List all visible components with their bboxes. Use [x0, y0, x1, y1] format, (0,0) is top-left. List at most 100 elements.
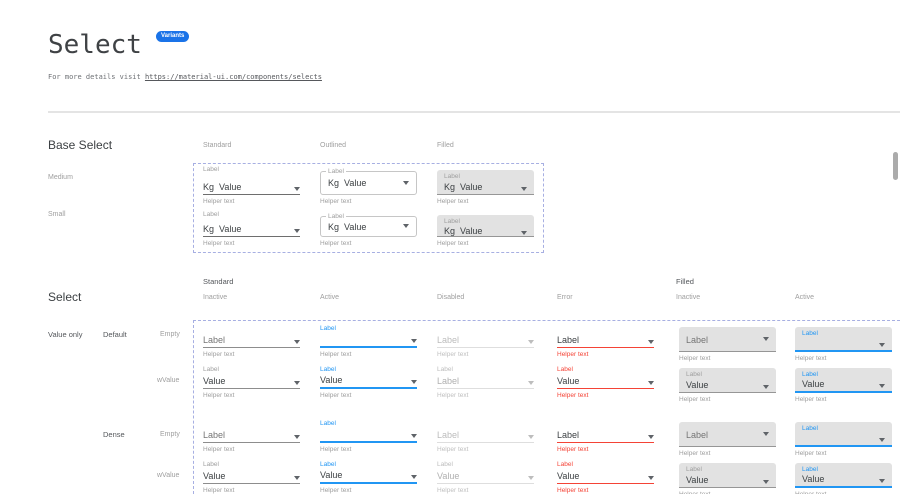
select-heading: Select — [48, 290, 82, 304]
group-standard: Standard — [203, 277, 234, 286]
dropdown-arrow-icon — [648, 381, 654, 385]
dropdown-arrow-icon — [521, 187, 527, 191]
select-filled-inactive-wvalue-dense[interactable]: Label Value Helper text — [679, 461, 776, 494]
select-placeholder: Label — [203, 430, 226, 440]
select-filled-active-wvalue[interactable]: Label Value Helper text — [795, 366, 892, 404]
base-select-standard-medium[interactable]: Label Kg Value Helper text — [203, 166, 300, 206]
page-title: Select — [48, 30, 142, 60]
select-value: Value — [802, 379, 825, 389]
helper-text: Helper text — [320, 198, 352, 205]
select-value: Value — [802, 474, 825, 484]
select-value: Value — [686, 380, 709, 390]
helper-text: Helper text — [203, 351, 235, 358]
row-empty-dense: Empty — [160, 431, 180, 438]
select-label: Label — [802, 330, 818, 337]
select-label: Label — [203, 461, 219, 468]
helper-text: Helper text — [795, 355, 827, 362]
dropdown-arrow-icon — [648, 435, 654, 439]
helper-text: Helper text — [679, 491, 776, 494]
select-label: Label — [203, 211, 219, 218]
select-label: Label — [437, 461, 453, 468]
select-placeholder: Label — [203, 335, 226, 345]
dropdown-arrow-icon — [403, 224, 409, 228]
helper-text: Helper text — [679, 355, 711, 362]
select-standard-active-wvalue[interactable]: Label Value Helper text — [320, 366, 417, 400]
select-standard-error-wvalue[interactable]: Label Value Helper text — [557, 366, 654, 400]
helper-text: Helper text — [557, 351, 589, 358]
row-default: Default — [103, 330, 127, 339]
helper-text: Helper text — [437, 198, 469, 205]
select-standard-error-empty[interactable]: Label Helper text — [557, 325, 654, 359]
state-error: Error — [557, 294, 573, 301]
base-select-outlined-medium[interactable]: Label Kg Value Helper text — [320, 166, 417, 206]
select-filled-active-empty-dense[interactable]: Label Helper text — [795, 420, 892, 458]
helper-text: Helper text — [679, 450, 711, 457]
base-col-filled: Filled — [437, 142, 454, 149]
select-label: Label — [320, 420, 336, 427]
select-standard-inactive-empty-dense[interactable]: Label Helper text — [203, 420, 300, 454]
row-wvalue-default: wValue — [157, 377, 180, 384]
select-label: Label — [326, 213, 346, 221]
select-label: Label — [437, 366, 453, 373]
header-divider — [48, 111, 900, 113]
select-standard-active-empty-dense[interactable]: Label Helper text — [320, 420, 417, 454]
base-select-outlined-small[interactable]: Label Kg Value Helper text — [320, 211, 417, 248]
select-standard-active-empty[interactable]: Label Helper text — [320, 325, 417, 359]
dropdown-arrow-icon — [411, 434, 417, 438]
dropdown-arrow-icon — [528, 476, 534, 480]
select-value: Value — [557, 376, 580, 386]
state-inactive: Inactive — [203, 294, 228, 301]
state-disabled: Disabled — [437, 294, 465, 301]
base-select-filled-small[interactable]: Label Kg Value Helper text — [437, 211, 534, 248]
select-filled-inactive-empty[interactable]: Label Helper text — [679, 325, 776, 363]
base-select-frame — [193, 163, 544, 253]
material-ui-link[interactable]: https://material-ui.com/components/selec… — [144, 73, 322, 81]
select-standard-disabled-wvalue-dense: Label Value Helper text — [437, 461, 534, 494]
select-label: Label — [326, 168, 346, 176]
select-placeholder: Label — [437, 335, 460, 345]
select-standard-disabled-wvalue: Label Label Helper text — [437, 366, 534, 400]
dropdown-arrow-icon — [411, 339, 417, 343]
helper-text: Helper text — [320, 487, 352, 494]
select-standard-disabled-empty: Label Helper text — [437, 325, 534, 359]
select-label: Label — [802, 466, 818, 473]
select-standard-inactive-wvalue[interactable]: Label Value Helper text — [203, 366, 300, 400]
select-standard-disabled-empty-dense: Label Helper text — [437, 420, 534, 454]
select-standard-error-empty-dense[interactable]: Label Helper text — [557, 420, 654, 454]
dropdown-arrow-icon — [763, 385, 769, 389]
helper-text: Helper text — [557, 392, 589, 399]
dropdown-arrow-icon — [763, 337, 769, 341]
helper-text: Helper text — [795, 450, 827, 457]
helper-text: Helper text — [203, 240, 235, 247]
select-placeholder: Label — [686, 334, 709, 345]
select-filled-inactive-empty-dense[interactable]: Label Helper text — [679, 420, 776, 458]
dropdown-arrow-icon — [528, 340, 534, 344]
select-value: Kg Value — [328, 221, 367, 232]
scrollbar-thumb[interactable] — [893, 152, 898, 180]
state-inactive-filled: Inactive — [676, 294, 701, 301]
select-placeholder: Label — [437, 430, 460, 440]
select-value: Value — [203, 471, 226, 481]
select-label: Label — [320, 325, 336, 332]
select-standard-active-wvalue-dense[interactable]: Label Value Helper text — [320, 461, 417, 494]
dropdown-arrow-icon — [763, 480, 769, 484]
select-filled-inactive-wvalue[interactable]: Label Value Helper text — [679, 366, 776, 404]
helper-text: Helper text — [203, 487, 235, 494]
select-placeholder: Label — [557, 335, 580, 345]
select-filled-active-empty[interactable]: Label Helper text — [795, 325, 892, 363]
dropdown-arrow-icon — [528, 381, 534, 385]
select-standard-inactive-empty[interactable]: Label Helper text — [203, 325, 300, 359]
dropdown-arrow-icon — [294, 229, 300, 233]
base-select-standard-small[interactable]: Label Kg Value Helper text — [203, 211, 300, 248]
row-dense: Dense — [103, 430, 125, 439]
select-standard-error-wvalue-dense[interactable]: Label Value Helper text — [557, 461, 654, 494]
select-filled-active-wvalue-dense[interactable]: Label Value Helper text — [795, 461, 892, 494]
select-standard-inactive-wvalue-dense[interactable]: Label Value Helper text — [203, 461, 300, 494]
base-select-heading: Base Select — [48, 138, 113, 152]
select-placeholder: Label — [686, 429, 709, 440]
select-label: Label — [203, 166, 219, 173]
dropdown-arrow-icon — [411, 380, 417, 384]
base-select-filled-medium[interactable]: Label Kg Value Helper text — [437, 166, 534, 206]
helper-text: Helper text — [320, 351, 352, 358]
